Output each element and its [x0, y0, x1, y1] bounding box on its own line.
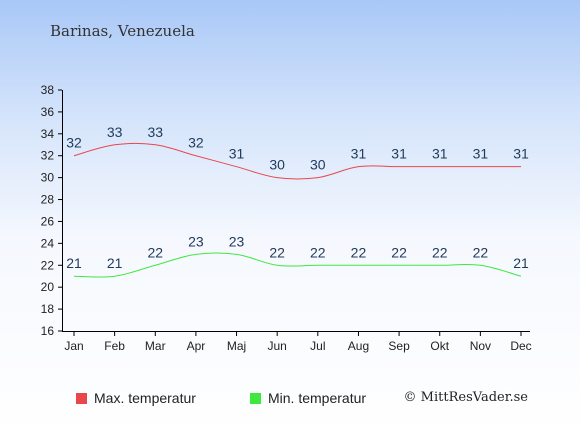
data-label: 31 — [391, 146, 407, 162]
y-tick-label: 36 — [41, 105, 55, 119]
legend-item-min: Min. temperatur — [250, 390, 366, 406]
data-labels: 32 33 33 32 31 30 30 31 31 31 31 31 21 21 22 23 23 22 22 22… — [66, 124, 529, 271]
x-tick-label: Okt — [430, 339, 449, 353]
x-tick-label: Jun — [268, 339, 287, 353]
x-tick-label: Aug — [348, 339, 369, 353]
data-label: 22 — [391, 244, 407, 260]
x-tick-label: Sep — [388, 339, 410, 353]
y-tick-label: 18 — [41, 302, 55, 316]
legend-swatch-min — [250, 392, 261, 404]
y-tick-label: 28 — [41, 193, 55, 207]
data-label: 22 — [147, 244, 163, 260]
legend-swatch-max — [76, 392, 87, 404]
x-tick-label: Jul — [310, 339, 325, 353]
data-label: 21 — [107, 255, 123, 271]
y-tick-label: 20 — [41, 280, 55, 294]
data-label: 31 — [513, 146, 529, 162]
data-label: 22 — [269, 244, 285, 260]
data-label: 31 — [473, 146, 489, 162]
data-label: 22 — [432, 244, 448, 260]
series-lines — [73, 142, 522, 278]
data-label: 30 — [269, 157, 285, 173]
x-tick-label: Feb — [104, 339, 125, 353]
data-label: 33 — [107, 124, 123, 140]
data-label: 21 — [66, 255, 82, 271]
y-tick-label: 16 — [41, 324, 55, 338]
series-line-min — [73, 252, 522, 278]
axes — [58, 89, 530, 336]
data-label: 31 — [351, 146, 367, 162]
data-label: 22 — [473, 244, 489, 260]
copyright-text: © MittResVader.se — [403, 390, 528, 405]
y-tick-label: 22 — [41, 258, 55, 272]
series-line-max — [73, 142, 521, 180]
y-tick-label: 32 — [41, 149, 55, 163]
y-tick-label: 34 — [41, 127, 55, 141]
x-tick-label: Dec — [510, 339, 531, 353]
chart-title: Barinas, Venezuela — [50, 22, 195, 40]
x-tick-label: Nov — [470, 339, 491, 353]
data-label: 22 — [310, 244, 326, 260]
x-tick-label: Mar — [145, 339, 166, 353]
y-tick-label: 30 — [41, 171, 55, 185]
legend-label-max: Max. temperatur — [94, 390, 196, 406]
tick-labels: 16 18 20 22 24 26 28 30 32 34 36 38 Jan Feb Mar Apr Maj J… — [41, 83, 532, 353]
data-label: 23 — [188, 233, 204, 249]
x-tick-label: Jan — [64, 339, 83, 353]
y-tick-label: 24 — [41, 236, 55, 250]
y-tick-label: 26 — [41, 214, 55, 228]
data-label: 31 — [229, 146, 245, 162]
data-label: 31 — [432, 146, 448, 162]
data-label: 32 — [66, 135, 82, 151]
data-label: 22 — [351, 244, 367, 260]
data-label: 33 — [147, 124, 163, 140]
legend-label-min: Min. temperatur — [268, 390, 367, 406]
data-label: 30 — [310, 157, 326, 173]
x-tick-label: Apr — [187, 339, 206, 353]
y-tick-label: 38 — [41, 83, 55, 97]
data-label: 21 — [513, 255, 529, 271]
legend-item-max: Max. temperatur — [76, 390, 196, 406]
x-tick-label: Maj — [227, 339, 246, 353]
data-label: 23 — [229, 233, 245, 249]
data-label: 32 — [188, 135, 204, 151]
